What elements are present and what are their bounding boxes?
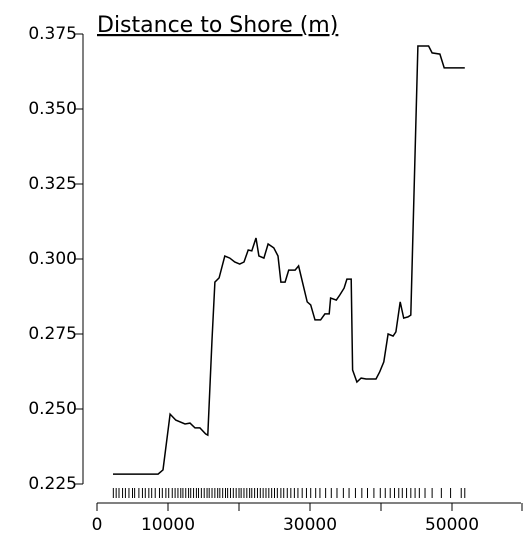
- y-tick-label: 0.325: [28, 174, 77, 194]
- chart-title: Distance to Shore (m): [97, 13, 338, 38]
- y-tick-label: 0.250: [28, 399, 77, 419]
- y-tick-label: 0.225: [28, 474, 77, 494]
- line: [113, 45, 465, 475]
- y-tick-label: 0.275: [28, 324, 77, 344]
- y-tick-label: 0.350: [28, 99, 77, 119]
- x-tick-label: 30000: [283, 515, 337, 535]
- x-tick-label: 10000: [141, 515, 195, 535]
- x-tick-label: 50000: [425, 515, 479, 535]
- x-tick-label: 0: [92, 515, 103, 535]
- y-tick-label: 0.300: [28, 249, 77, 269]
- y-tick-label: 0.375: [28, 24, 77, 44]
